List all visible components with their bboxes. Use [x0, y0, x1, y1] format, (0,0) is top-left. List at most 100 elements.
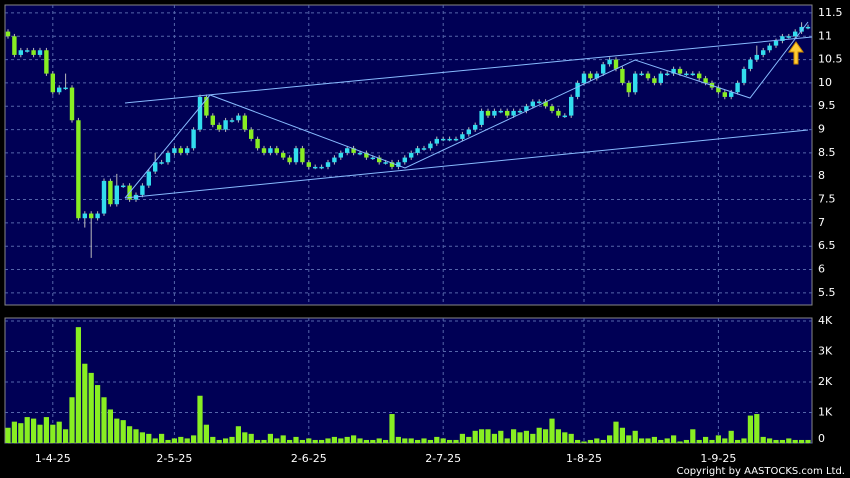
volume-bar — [632, 430, 638, 443]
candle-body — [594, 73, 599, 79]
candle-body — [741, 68, 747, 83]
candle-body — [505, 110, 510, 116]
candle-body — [537, 101, 542, 104]
volume-bar — [344, 436, 350, 443]
candle-body — [773, 40, 779, 46]
candle-body — [25, 50, 30, 52]
volume-bar — [459, 433, 465, 443]
candle-body — [351, 148, 356, 153]
candle-body — [626, 82, 631, 93]
volume-bar — [607, 435, 613, 443]
volume-bar — [645, 438, 651, 443]
candle-body — [479, 110, 484, 125]
volume-bar — [415, 439, 421, 443]
candle-body — [313, 166, 318, 169]
candle-body — [786, 36, 791, 38]
candle-body — [460, 134, 465, 139]
volume-bar — [299, 439, 305, 443]
y-tick-label: 7 — [818, 216, 825, 229]
volume-bar — [75, 327, 81, 443]
volume-bar — [267, 433, 273, 443]
volume-bar — [24, 417, 30, 443]
candle-body — [82, 213, 87, 219]
candle-body — [799, 26, 804, 32]
candle-body — [441, 138, 446, 141]
volume-bar — [741, 438, 747, 443]
candle-body — [716, 87, 721, 93]
candle-body — [306, 162, 311, 167]
candle-body — [204, 96, 209, 116]
volume-bar — [581, 441, 587, 443]
candle-body — [665, 73, 670, 76]
candle-body — [12, 36, 17, 55]
candle-body — [249, 129, 254, 139]
candle-body — [159, 162, 164, 164]
volume-bar — [88, 372, 94, 443]
x-tick-label: 2-7-25 — [425, 452, 461, 465]
candle-body — [364, 152, 369, 158]
candle-body — [377, 157, 382, 163]
candle-body — [761, 50, 766, 55]
candle-body — [95, 213, 100, 219]
volume-bar — [498, 430, 504, 443]
volume-bar — [805, 439, 811, 443]
volume-bar — [651, 436, 657, 443]
volume-bar — [69, 397, 75, 443]
volume-bar — [735, 439, 741, 443]
candle-body — [114, 185, 119, 205]
candle-body — [703, 78, 708, 83]
volume-bar — [280, 435, 286, 443]
candle-body — [485, 110, 491, 116]
candle-body — [652, 78, 657, 83]
x-tick-label: 1-9-25 — [700, 452, 736, 465]
volume-bar — [799, 439, 805, 443]
candle-body — [191, 129, 196, 149]
candle-body — [780, 36, 785, 41]
volume-bar — [18, 423, 24, 443]
candle-body — [236, 115, 241, 121]
volume-bar — [683, 439, 689, 443]
volume-bar — [779, 439, 785, 443]
volume-bar — [287, 439, 293, 443]
candle-body — [601, 64, 606, 74]
volume-bar — [383, 439, 389, 443]
candle-body — [44, 50, 49, 74]
volume-bar — [440, 438, 446, 443]
volume-bar — [370, 439, 376, 443]
candle-body — [165, 152, 171, 163]
volume-bar — [43, 417, 49, 443]
volume-bar — [517, 432, 523, 443]
volume-bar — [395, 436, 401, 443]
volume-bar — [82, 363, 88, 443]
candle-body — [434, 138, 439, 144]
volume-bar — [171, 438, 177, 443]
candle-body — [185, 148, 190, 153]
y-tick-label: 6 — [818, 263, 825, 276]
volume-bar — [363, 439, 369, 443]
volume-bar — [210, 436, 216, 443]
candle-body — [76, 120, 81, 219]
volume-bar — [466, 436, 472, 443]
candle-body — [639, 73, 644, 76]
candle-body — [89, 213, 94, 219]
volume-bar — [555, 429, 561, 443]
candle-body — [18, 50, 23, 55]
candle-body — [255, 138, 260, 149]
candle-body — [281, 152, 286, 158]
volume-bar — [523, 430, 529, 443]
candle-body — [325, 162, 331, 167]
x-tick-label: 1-8-25 — [566, 452, 602, 465]
volume-bar — [178, 436, 184, 443]
volume-bar — [792, 439, 798, 443]
candle-body — [543, 101, 548, 107]
volume-bar — [594, 438, 600, 443]
x-tick-label: 2-6-25 — [291, 452, 327, 465]
volume-bar — [351, 435, 357, 443]
volume-bar — [293, 436, 299, 443]
volume-bar — [472, 430, 478, 443]
volume-bar — [703, 436, 709, 443]
volume-bar — [690, 429, 696, 443]
volume-bar — [639, 438, 645, 443]
volume-bar — [203, 424, 209, 443]
